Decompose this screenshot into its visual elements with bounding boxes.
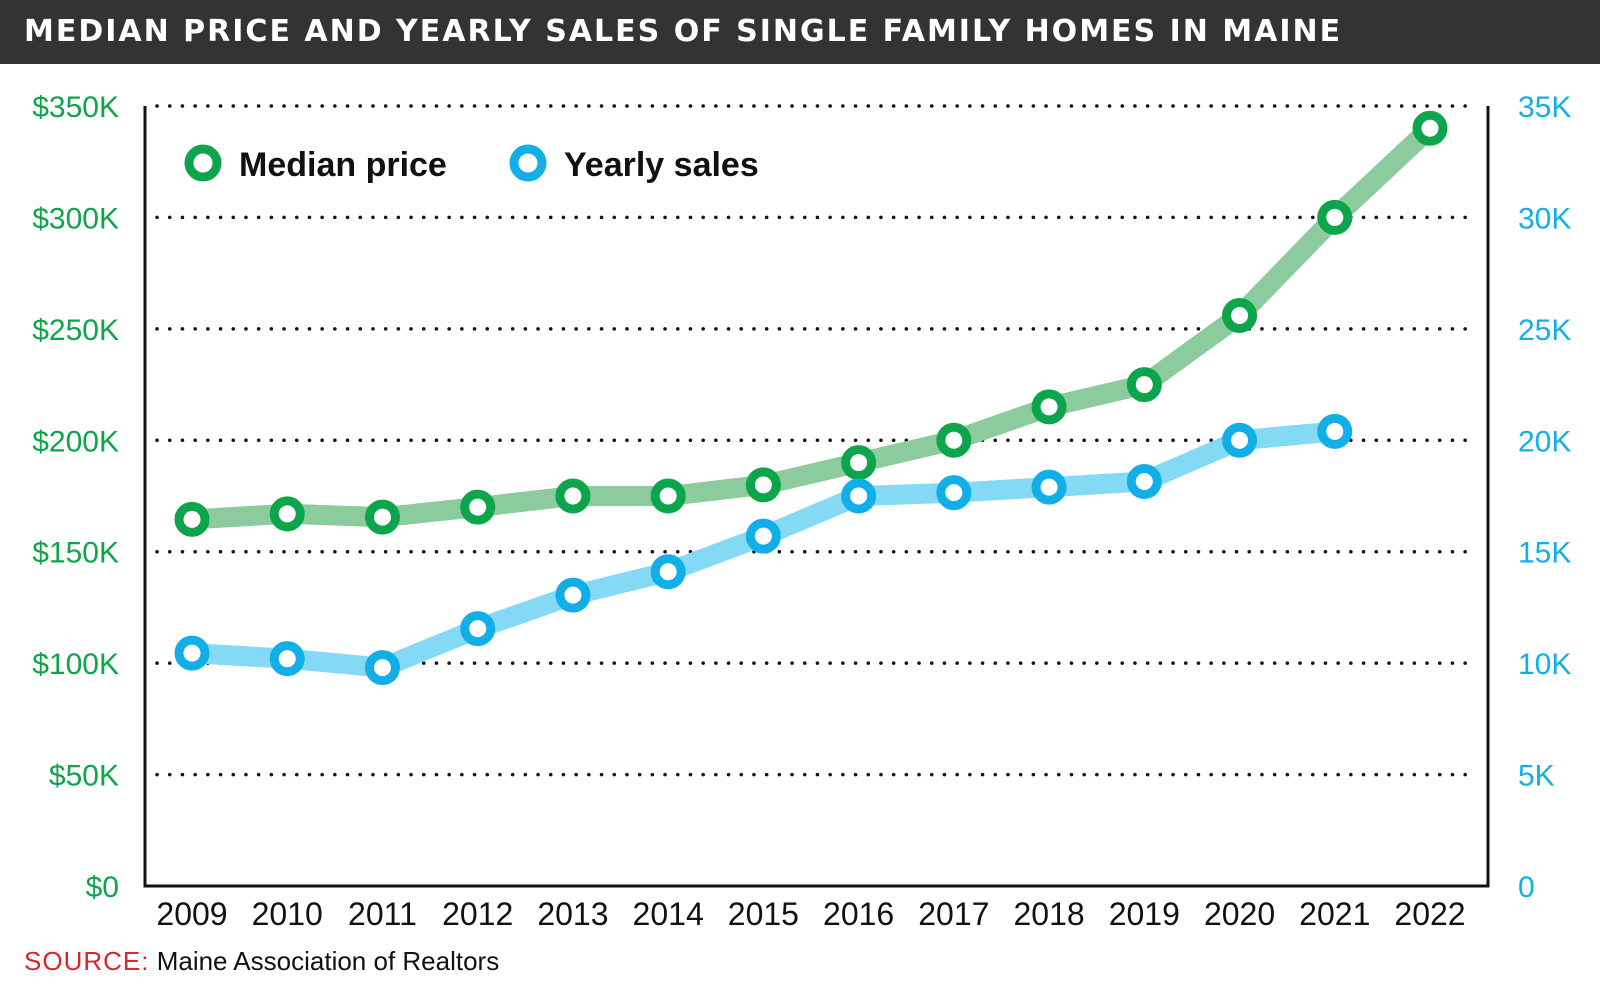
yearly-sales-point	[841, 478, 877, 514]
left-tick-label: $250K	[32, 314, 119, 347]
x-tick-label: 2010	[252, 896, 323, 932]
median-price-point	[1031, 389, 1067, 425]
left-tick-label: $150K	[32, 537, 119, 570]
legend-median-price-label: Median price	[239, 146, 447, 184]
yearly-sales-point	[555, 577, 591, 613]
yearly-sales-point	[1031, 469, 1067, 505]
chart-title: MEDIAN PRICE AND YEARLY SALES OF SINGLE …	[24, 14, 1343, 49]
median-price-point	[1126, 367, 1162, 403]
series	[174, 110, 1448, 686]
legend-yearly-sales-label: Yearly sales	[564, 146, 759, 184]
median-price-point	[174, 501, 210, 537]
median-price-point	[1317, 199, 1353, 235]
median-price-point	[841, 445, 877, 481]
x-tick-label: 2012	[442, 896, 513, 932]
median-price-point	[1412, 110, 1448, 146]
left-tick-label: $0	[86, 871, 119, 904]
legend: Median price Yearly sales	[184, 144, 759, 184]
left-tick-label: $100K	[32, 648, 119, 681]
x-tick-label: 2013	[537, 896, 608, 932]
legend-yearly-sales-marker	[509, 144, 547, 182]
x-tick-label: 2020	[1204, 896, 1275, 932]
x-tick-label: 2022	[1394, 896, 1465, 932]
right-tick-label: 10K	[1518, 648, 1571, 681]
median-price-point	[269, 496, 305, 532]
x-tick-label: 2021	[1299, 896, 1370, 932]
yearly-sales-point	[460, 611, 496, 647]
right-tick-label: 5K	[1518, 760, 1555, 793]
right-tick-label: 35K	[1518, 91, 1571, 124]
yearly-sales-point	[650, 554, 686, 590]
right-tick-label: 25K	[1518, 314, 1571, 347]
source-text: Maine Association of Realtors	[156, 946, 500, 976]
median-price-point	[555, 478, 591, 514]
left-tick-label: $50K	[49, 760, 119, 793]
yearly-sales-point	[364, 650, 400, 686]
left-tick-label: $200K	[32, 425, 119, 458]
median-price-point	[745, 467, 781, 503]
yearly-sales-point	[1126, 464, 1162, 500]
x-tick-label: 2014	[633, 896, 704, 932]
right-tick-label: 30K	[1518, 202, 1571, 235]
right-tick-label: 0	[1518, 871, 1535, 904]
x-tick-label: 2019	[1109, 896, 1180, 932]
right-tick-label: 20K	[1518, 425, 1571, 458]
median-price-point	[1222, 297, 1258, 333]
source-note: SOURCE: Maine Association of Realtors	[24, 946, 499, 977]
left-tick-label: $300K	[32, 202, 119, 235]
median-price-point	[460, 489, 496, 525]
x-tick-label: 2009	[156, 896, 227, 932]
title-bar: MEDIAN PRICE AND YEARLY SALES OF SINGLE …	[0, 0, 1600, 64]
median-price-point	[650, 478, 686, 514]
yearly-sales-point	[269, 641, 305, 677]
x-tick-label: 2018	[1013, 896, 1084, 932]
x-tick-label: 2011	[348, 896, 417, 932]
median-price-point	[364, 499, 400, 535]
x-tick-label: 2016	[823, 896, 894, 932]
x-tick-label: 2017	[918, 896, 989, 932]
right-tick-label: 15K	[1518, 537, 1571, 570]
tick-labels: $0 $50K $100K $150K $200K $250K $300K $350K 0 5K 1…	[32, 91, 1571, 932]
yearly-sales-point	[1222, 422, 1258, 458]
yearly-sales-point	[745, 518, 781, 554]
left-tick-label: $350K	[32, 91, 119, 124]
yearly-sales-point	[1317, 413, 1353, 449]
axes	[143, 106, 1490, 888]
yearly-sales-point	[174, 635, 210, 671]
yearly-sales-point	[936, 475, 972, 511]
gridlines	[155, 104, 1478, 777]
source-label: SOURCE:	[24, 946, 150, 976]
x-tick-label: 2015	[728, 896, 799, 932]
median-price-point	[936, 422, 972, 458]
legend-median-price-marker	[184, 144, 222, 182]
